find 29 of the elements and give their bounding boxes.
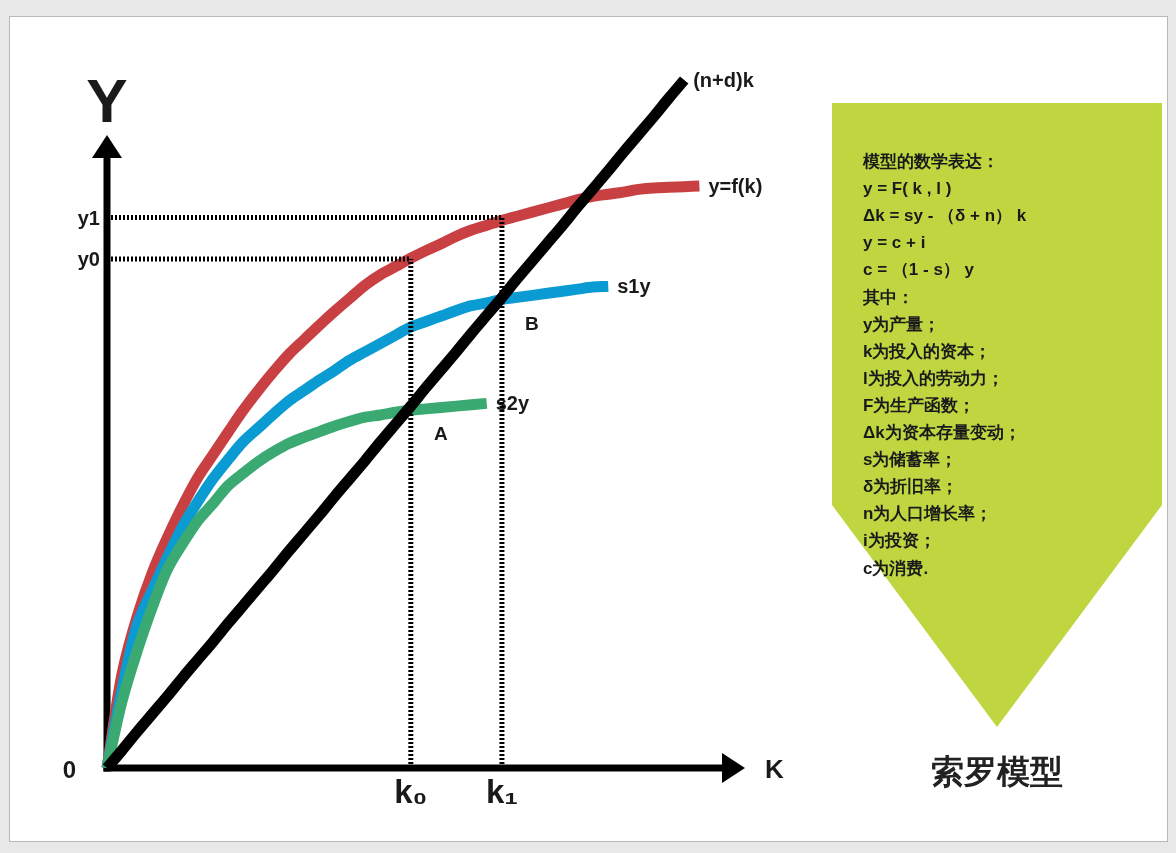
text: y = F( k , l ) xyxy=(863,179,952,199)
x-tick-label: k₀ xyxy=(394,773,428,810)
ref-line-label: y1 xyxy=(77,206,100,229)
text: 索罗模型 xyxy=(931,753,1063,790)
x-axis-title: K xyxy=(765,754,784,784)
text: l为投入的劳动力； xyxy=(863,368,1004,388)
series-label: (n+d)k xyxy=(693,69,755,91)
text: c = （1 - s） y xyxy=(863,260,975,280)
text: Δk = sy - （δ + n） k xyxy=(863,206,1027,226)
text: Δk为资本存量变动； xyxy=(863,423,1021,442)
annotation: A xyxy=(433,423,448,445)
text: F为生产函数； xyxy=(863,395,976,415)
ref-line-label: y0 xyxy=(77,247,100,270)
series-label: s1y xyxy=(617,275,652,298)
x-tick-label: k₁ xyxy=(485,773,518,810)
text: δ为折旧率； xyxy=(863,477,959,497)
text: y = c + i xyxy=(863,233,926,253)
text: n为人口增长率； xyxy=(863,504,993,524)
series-label: s2y xyxy=(495,392,530,415)
text: 模型的数学表达： xyxy=(862,152,999,171)
text: s为储蓄率； xyxy=(863,450,958,470)
text: k为投入的资本； xyxy=(863,341,992,361)
y-axis-title: Y xyxy=(86,66,128,135)
text: 0 xyxy=(62,756,76,783)
text: y为产量； xyxy=(863,314,941,334)
text: i为投资； xyxy=(863,531,936,551)
annotation: B xyxy=(525,313,539,335)
text: 其中： xyxy=(862,287,914,307)
series-label: y=f(k) xyxy=(708,174,763,197)
